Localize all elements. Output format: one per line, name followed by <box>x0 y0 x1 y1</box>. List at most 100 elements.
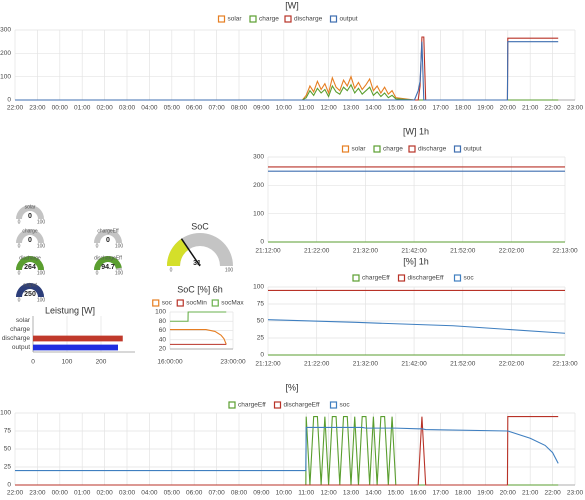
legend-label: soc <box>464 275 475 282</box>
gauge-max: 100 <box>115 270 124 276</box>
gauge-min: 0 <box>18 219 21 225</box>
legend-swatch <box>152 299 160 307</box>
y-tick-label: solar <box>16 317 31 324</box>
y-tick-label: 40 <box>159 336 167 343</box>
x-tick-label: 02:00 <box>96 105 113 112</box>
x-tick-label: 23:00 <box>567 490 584 497</box>
gauge-fill <box>16 256 44 270</box>
series-line <box>15 41 559 101</box>
gauge-fill <box>16 283 44 297</box>
chart-title: [W] 1h <box>403 126 429 136</box>
gauge-title: SoC <box>191 221 209 231</box>
x-tick-label: 22:00 <box>7 490 24 497</box>
gauge-max: 100 <box>37 219 46 225</box>
x-tick-label: 23:00 <box>567 105 584 112</box>
y-tick-label: charge <box>10 326 30 333</box>
legend-swatch <box>352 274 360 282</box>
x-tick-label: 07:00 <box>208 105 225 112</box>
gauge-max: 100 <box>115 243 124 249</box>
x-tick-label: 02:00 <box>96 490 113 497</box>
gauge-min: 0 <box>18 270 21 276</box>
legend-label: discharge <box>294 16 323 23</box>
y-tick-label: 25 <box>4 464 12 471</box>
gauge-max: 100 <box>37 270 46 276</box>
gauge-max: 100 <box>225 267 234 273</box>
chart-title: [%] <box>285 382 298 392</box>
y-tick-label: discharge <box>2 335 31 342</box>
x-tick-label: 21:52:00 <box>450 248 476 255</box>
x-tick-label: 10:00 <box>276 490 293 497</box>
legend-swatch <box>453 274 462 282</box>
y-tick-label: output <box>12 344 30 351</box>
gauge-min: 0 <box>96 243 99 249</box>
x-tick-label: 22:02:00 <box>499 248 525 255</box>
legend-label: dischargeEff <box>284 402 320 409</box>
y-tick-label: 0 <box>260 239 264 246</box>
x-tick-label: 10:00 <box>276 105 293 112</box>
y-tick-label: 200 <box>0 50 11 57</box>
x-tick-label: 13:00 <box>343 105 360 112</box>
x-tick-label: 21:32:00 <box>353 248 379 255</box>
gauge-title: chargeEff <box>97 228 119 234</box>
y-tick-label: 20 <box>159 346 167 353</box>
x-tick-label: 08:00 <box>231 490 248 497</box>
legend-swatch <box>329 401 338 409</box>
x-tick-label: 21:42:00 <box>401 361 427 368</box>
x-tick-label: 18:00 <box>455 105 472 112</box>
legend-swatch <box>176 299 184 307</box>
gauge-fill <box>93 255 122 270</box>
gauge-needle <box>180 238 201 267</box>
legend-swatch <box>228 401 236 409</box>
legend-swatch <box>211 299 219 307</box>
legend-label: output <box>340 16 358 23</box>
gauge-track <box>16 229 44 243</box>
y-tick-label: 100 <box>155 309 166 316</box>
series-line <box>267 319 566 334</box>
x-tick-label: 18:00 <box>455 490 472 497</box>
bar <box>33 335 123 342</box>
gauge-min: 0 <box>18 243 21 249</box>
legend-label: solar <box>228 16 243 23</box>
x-tick-label: 00:00 <box>52 105 69 112</box>
x-tick-label: 00:00 <box>52 490 69 497</box>
x-tick-label: 23:00:00 <box>220 359 246 366</box>
legend-label: solar <box>352 146 367 153</box>
gauge-min: 0 <box>18 297 21 303</box>
x-tick-label: 15:00 <box>388 490 405 497</box>
gauge-fill <box>167 238 189 266</box>
x-tick-label: 03:00 <box>119 490 136 497</box>
legend-label: socMin <box>186 300 207 307</box>
x-tick-label: 21:32:00 <box>353 361 379 368</box>
legend-label: output <box>464 146 482 153</box>
y-tick-label: 100 <box>253 284 264 291</box>
x-tick-label: 14:00 <box>365 105 382 112</box>
series-line <box>15 426 559 472</box>
gauge-value: 0 <box>28 213 32 220</box>
x-tick-label: 01:00 <box>74 490 91 497</box>
x-tick-label: 19:00 <box>477 105 494 112</box>
x-tick-label: 0 <box>31 359 35 366</box>
x-tick-label: 20:00 <box>500 105 517 112</box>
chart-title: Leistung [W] <box>45 305 95 315</box>
x-tick-label: 16:00 <box>410 490 427 497</box>
y-tick-label: 75 <box>4 428 12 435</box>
x-tick-label: 06:00 <box>186 105 203 112</box>
y-tick-label: 100 <box>253 210 264 217</box>
legend-swatch <box>453 145 462 153</box>
gauge-min: 0 <box>96 270 99 276</box>
x-tick-label: 21:00 <box>522 490 539 497</box>
x-tick-label: 21:12:00 <box>255 248 281 255</box>
y-tick-label: 50 <box>257 318 265 325</box>
x-tick-label: 22:13:00 <box>552 361 578 368</box>
x-tick-label: 09:00 <box>253 490 270 497</box>
x-tick-label: 19:00 <box>477 490 494 497</box>
x-tick-label: 11:00 <box>298 105 314 112</box>
x-tick-label: 22:02:00 <box>499 361 525 368</box>
gauge-value: 31 <box>193 260 201 267</box>
gauge-value: 0 <box>106 237 110 244</box>
x-tick-label: 13:00 <box>343 490 360 497</box>
x-tick-label: 14:00 <box>365 490 382 497</box>
x-tick-label: 15:00 <box>388 105 405 112</box>
y-tick-label: 0 <box>7 482 11 489</box>
